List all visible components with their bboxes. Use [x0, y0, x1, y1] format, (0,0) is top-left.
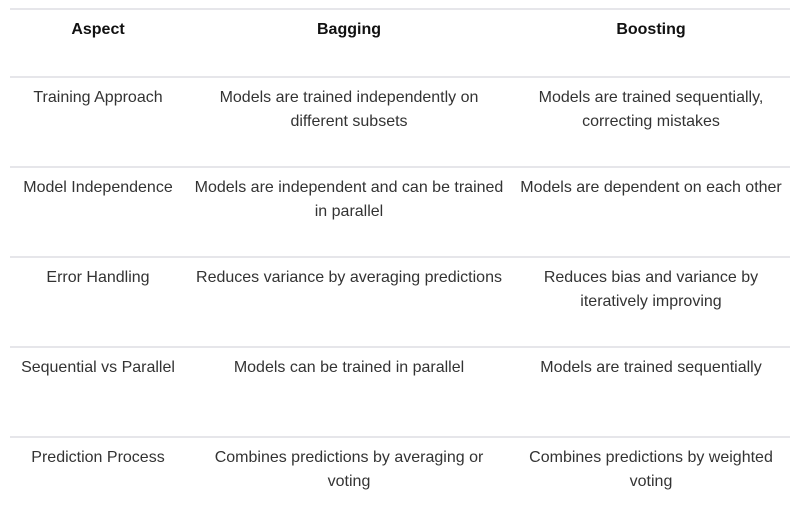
cell-bagging: Models are trained independently on diff…: [186, 76, 512, 167]
cell-boosting: Models are dependent on each other: [512, 166, 790, 257]
header-aspect: Aspect: [10, 8, 186, 77]
comparison-table: Aspect Bagging Boosting Training Approac…: [10, 8, 790, 527]
cell-aspect: Training Approach: [10, 76, 186, 167]
table-row: Training Approach Models are trained inde…: [10, 76, 790, 167]
header-boosting: Boosting: [512, 8, 790, 77]
table-row: Model Independence Models are independent…: [10, 166, 790, 257]
table-row: Error Handling Reduces variance by averag…: [10, 256, 790, 347]
header-bagging: Bagging: [186, 8, 512, 77]
cell-bagging: Combines predictions by averaging or vot…: [186, 436, 512, 527]
cell-boosting: Models are trained sequentially: [512, 346, 790, 437]
cell-boosting: Reduces bias and variance by iteratively…: [512, 256, 790, 347]
cell-aspect: Model Independence: [10, 166, 186, 257]
cell-bagging: Models are independent and can be traine…: [186, 166, 512, 257]
cell-bagging: Reduces variance by averaging prediction…: [186, 256, 512, 347]
cell-boosting: Models are trained sequentially, correct…: [512, 76, 790, 167]
cell-aspect: Sequential vs Parallel: [10, 346, 186, 437]
cell-boosting: Combines predictions by weighted voting: [512, 436, 790, 527]
cell-aspect: Prediction Process: [10, 436, 186, 527]
header-row: Aspect Bagging Boosting: [10, 8, 790, 77]
cell-aspect: Error Handling: [10, 256, 186, 347]
cell-bagging: Models can be trained in parallel: [186, 346, 512, 437]
table-row: Prediction Process Combines predictions b…: [10, 436, 790, 527]
table-row: Sequential vs Parallel Models can be trai…: [10, 346, 790, 437]
